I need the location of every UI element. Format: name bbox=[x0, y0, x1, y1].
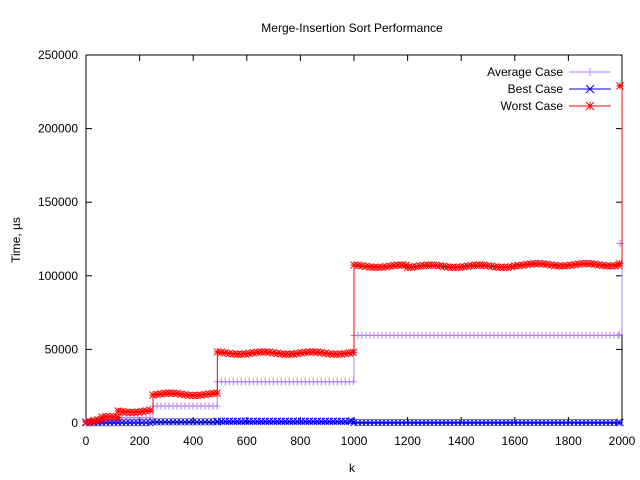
y-axis-title: Time, µs bbox=[9, 217, 23, 263]
data-point bbox=[616, 82, 624, 90]
x-tick-label: 800 bbox=[290, 434, 310, 448]
data-point bbox=[213, 402, 221, 410]
data-point bbox=[114, 413, 122, 422]
data-point bbox=[615, 259, 624, 268]
data-point bbox=[585, 84, 595, 94]
data-point bbox=[153, 390, 161, 399]
y-tick-label: 50000 bbox=[45, 342, 79, 356]
data-point bbox=[349, 378, 357, 386]
y-axis: 0 50000 100000 150000 200000 250000 bbox=[38, 48, 622, 430]
data-point bbox=[585, 101, 595, 111]
x-tick-label: 2000 bbox=[609, 434, 636, 448]
data-point bbox=[146, 406, 155, 415]
data-point bbox=[614, 331, 622, 339]
data-point bbox=[114, 407, 123, 415]
y-tick-label: 150000 bbox=[38, 195, 78, 209]
data-point bbox=[134, 408, 143, 416]
y-tick-label: 0 bbox=[71, 416, 78, 430]
data-point bbox=[614, 418, 622, 427]
data-point bbox=[177, 390, 185, 398]
legend: Average Case Best Case Worst Case bbox=[487, 65, 611, 113]
x-tick-label: 1400 bbox=[448, 434, 475, 448]
data-point bbox=[146, 414, 154, 422]
x-tick-label: 400 bbox=[183, 434, 203, 448]
data-point bbox=[615, 331, 623, 339]
data-point bbox=[349, 348, 358, 357]
y-tick-label: 250000 bbox=[38, 48, 78, 62]
x-tick-label: 1600 bbox=[501, 434, 528, 448]
data-point bbox=[419, 261, 428, 270]
chart-title: Merge-Insertion Sort Performance bbox=[261, 21, 443, 35]
x-tick-label: 0 bbox=[83, 434, 90, 448]
data-point bbox=[213, 389, 221, 397]
x-tick-label: 1800 bbox=[555, 434, 582, 448]
x-tick-label: 600 bbox=[237, 434, 257, 448]
legend-label: Worst Case bbox=[501, 99, 564, 113]
x-axis-title: k bbox=[349, 461, 356, 475]
series-best-case bbox=[82, 417, 624, 427]
data-point bbox=[566, 261, 575, 270]
series-layer bbox=[82, 82, 624, 427]
data-point bbox=[173, 389, 181, 398]
y-tick-label: 100000 bbox=[38, 269, 78, 283]
data-point bbox=[245, 349, 254, 358]
x-axis: 0 200 400 600 800 1000 1200 1400 1600 1800 2000 bbox=[83, 55, 636, 448]
series-worst-case bbox=[82, 82, 624, 426]
data-point bbox=[616, 418, 624, 427]
data-point bbox=[483, 261, 492, 270]
data-point bbox=[297, 349, 306, 357]
data-point bbox=[345, 417, 354, 426]
legend-label: Average Case bbox=[487, 65, 563, 79]
legend-label: Best Case bbox=[508, 82, 564, 96]
series-average-case bbox=[82, 239, 624, 426]
x-tick-label: 200 bbox=[130, 434, 150, 448]
data-point bbox=[459, 262, 468, 271]
x-tick-label: 1000 bbox=[341, 434, 368, 448]
y-tick-label: 200000 bbox=[38, 122, 78, 136]
x-tick-label: 1200 bbox=[394, 434, 421, 448]
data-point bbox=[586, 68, 594, 76]
data-point bbox=[146, 418, 154, 427]
